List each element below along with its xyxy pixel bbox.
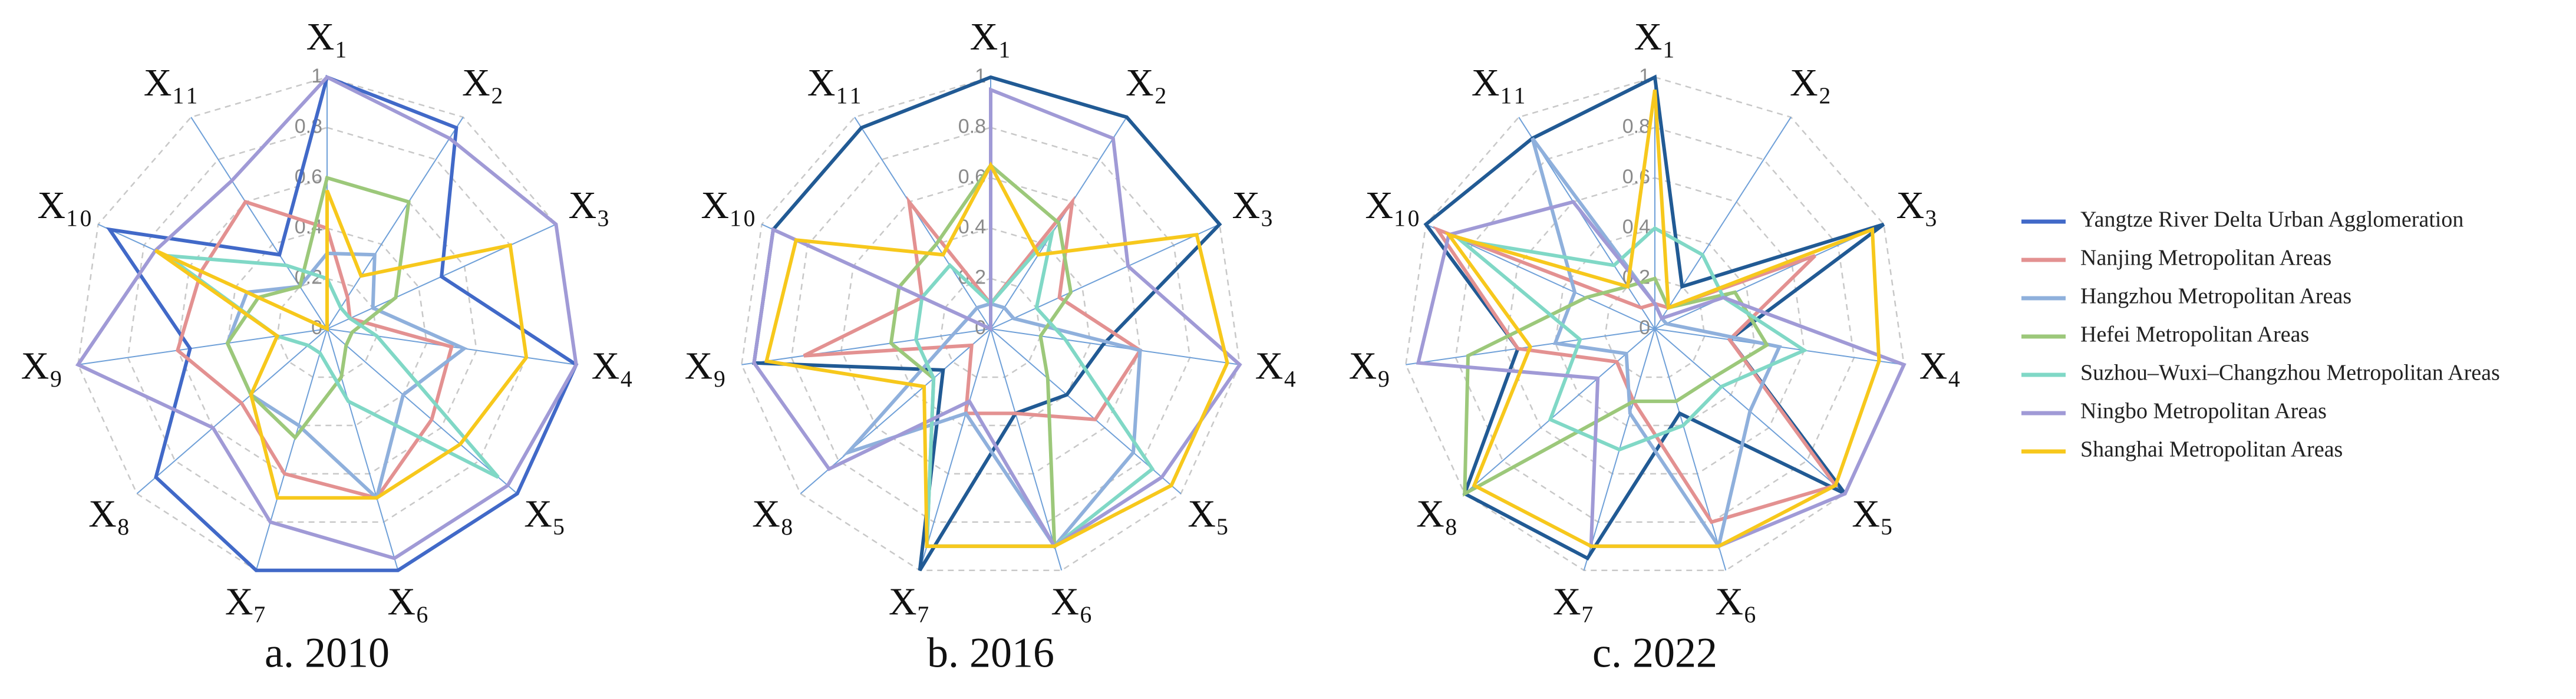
axis-spoke <box>255 328 328 571</box>
grid-ring <box>226 227 428 427</box>
r-tick-label: 0 <box>1639 316 1650 339</box>
category-label: X₅ <box>524 492 566 535</box>
category-label: X₂ <box>1126 61 1167 104</box>
series-line <box>752 87 1242 549</box>
series-line <box>803 196 1143 421</box>
category-label: X₇ <box>889 580 931 623</box>
series-line <box>1531 137 1782 551</box>
category-label: X₆ <box>1715 580 1757 623</box>
legend-label: Hefei Metropolitan Areas <box>2080 322 2309 347</box>
series-line <box>225 251 468 502</box>
category-label: X₄ <box>592 345 634 388</box>
axis-spoke <box>919 328 991 571</box>
chart-title: b. 2016 <box>927 629 1054 677</box>
grid-ring <box>1604 278 1706 378</box>
axis-spoke <box>990 328 1240 365</box>
series-line <box>752 75 1222 572</box>
category-label: X₅ <box>1852 492 1894 535</box>
category-label: X₇ <box>225 580 267 623</box>
grid-ring <box>940 278 1041 378</box>
radar-chart: X₁X₂X₃X₄X₅X₆X₇X₈X₉X₁₀X₁₁00.20.40.60.81b.… <box>685 15 1297 676</box>
legend-label: Shanghai Metropolitan Areas <box>2080 437 2343 462</box>
axis-spoke <box>741 328 991 365</box>
axis-spoke <box>326 328 518 494</box>
legend: Yangtze River Delta Urban Agglomeration N… <box>2021 207 2500 462</box>
category-label: X₁₁ <box>807 61 863 104</box>
category-label: X₁₀ <box>1365 184 1420 227</box>
category-label: X₃ <box>1232 184 1274 227</box>
category-label: X₃ <box>1896 184 1938 227</box>
series-line <box>914 227 1155 548</box>
series-line <box>154 190 529 500</box>
radar-chart: X₁X₂X₃X₄X₅X₆X₇X₈X₉X₁₀X₁₁00.20.40.60.81a.… <box>21 15 634 676</box>
axis-spoke <box>854 117 991 329</box>
series-line <box>105 74 579 572</box>
axis-spoke <box>326 117 464 329</box>
grid-ring <box>276 278 378 378</box>
category-label: X₉ <box>685 345 727 388</box>
series-line <box>160 253 500 479</box>
axis-spoke <box>1654 223 1884 329</box>
category-label: X₂ <box>1790 61 1832 104</box>
legend-label: Yangtze River Delta Urban Agglomeration <box>2080 207 2463 232</box>
grid-ring <box>840 177 1141 475</box>
axis-spoke <box>326 328 399 571</box>
series-line <box>1444 89 1881 548</box>
r-tick-label: 0.8 <box>1622 115 1650 137</box>
category-label: X₉ <box>1349 345 1391 388</box>
grid-ring <box>1454 127 1855 523</box>
category-label: X₈ <box>752 492 794 535</box>
axis-spoke <box>190 117 328 329</box>
category-label: X₄ <box>1919 345 1961 388</box>
category-label: X₁₀ <box>701 184 756 227</box>
grid-ring <box>790 127 1191 523</box>
series-line <box>225 176 411 440</box>
legend-label: Hangzhou Metropolitan Areas <box>2080 284 2351 309</box>
axis-spoke <box>136 328 328 494</box>
category-label: X₁₀ <box>37 184 93 227</box>
category-label: X₅ <box>1188 492 1229 535</box>
series-line <box>764 161 1229 548</box>
category-label: X₂ <box>462 61 504 104</box>
axis-spoke <box>78 328 328 365</box>
r-tick-label: 0.8 <box>295 115 322 137</box>
legend-label: Suzhou–Wuxi–Changzhou Metropolitan Areas <box>2080 361 2500 385</box>
axis-spoke <box>990 223 1220 329</box>
category-label: X₇ <box>1553 580 1595 623</box>
category-label: X₄ <box>1255 345 1297 388</box>
axis-spoke <box>1654 117 1792 329</box>
r-tick-label: 1 <box>311 65 322 87</box>
r-tick-label: 0.8 <box>958 115 986 137</box>
radar-chart: X₁X₂X₃X₄X₅X₆X₇X₈X₉X₁₀X₁₁00.20.40.60.81c.… <box>1349 15 1961 676</box>
series-line <box>1423 74 1885 561</box>
category-label: X₈ <box>88 492 130 535</box>
grid-ring <box>177 177 477 475</box>
category-label: X₁ <box>970 15 1012 58</box>
chart-title: c. 2022 <box>1592 629 1717 677</box>
series-line <box>75 75 578 560</box>
category-label: X₃ <box>568 184 610 227</box>
grid-ring <box>1405 76 1905 571</box>
axis-spoke <box>1654 328 1727 571</box>
category-label: X₁ <box>1634 15 1676 58</box>
axis-spoke <box>1464 328 1655 494</box>
category-label: X₁ <box>306 15 348 58</box>
chart-title: a. 2010 <box>265 629 390 677</box>
grid-ring <box>127 127 527 523</box>
category-label: X₆ <box>387 580 429 623</box>
series-line <box>842 302 1142 549</box>
category-label: X₁₁ <box>144 61 199 104</box>
legend-label: Ningbo Metropolitan Areas <box>2080 399 2327 424</box>
legend-label: Nanjing Metropolitan Areas <box>2080 246 2331 271</box>
grid-ring <box>1505 177 1805 475</box>
r-tick-label: 0.6 <box>1622 166 1650 188</box>
category-label: X₈ <box>1416 492 1458 535</box>
category-label: X₆ <box>1051 580 1093 623</box>
category-label: X₉ <box>21 345 63 388</box>
category-label: X₁₁ <box>1472 61 1527 104</box>
axis-spoke <box>990 328 1063 571</box>
